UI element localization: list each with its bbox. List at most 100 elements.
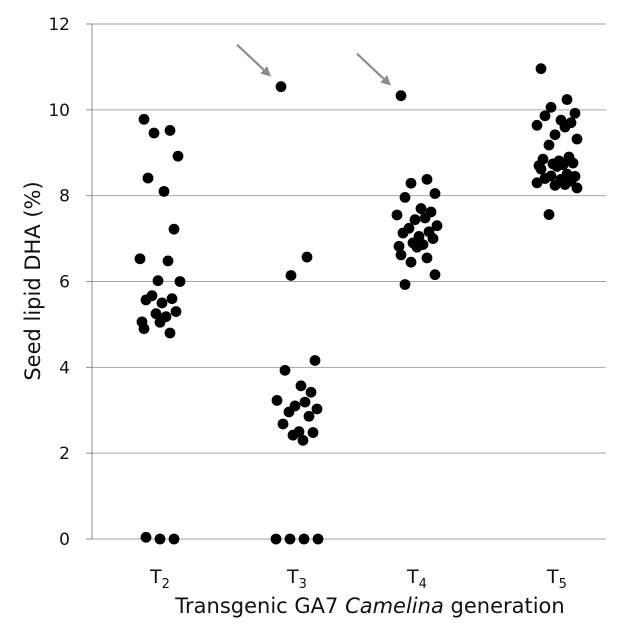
data-point [409, 214, 421, 226]
data-point [287, 429, 299, 441]
data-point [312, 533, 324, 545]
data-point [298, 533, 310, 545]
data-point [271, 394, 283, 406]
x-category-labels: T2 T3 T4 T5 [149, 566, 567, 592]
data-point [166, 293, 178, 305]
data-point [399, 191, 411, 203]
data-point [142, 172, 154, 184]
data-point [421, 173, 433, 185]
data-point [391, 209, 403, 221]
data-point [279, 364, 291, 376]
data-point [411, 241, 423, 253]
data-point [421, 252, 433, 264]
data-point [551, 161, 563, 172]
x-category-label: T2 [149, 566, 170, 592]
data-point [571, 133, 583, 145]
data-point [559, 179, 571, 190]
y-axis-title: Seed lipid DHA (%) [21, 181, 45, 380]
data-point [305, 386, 317, 398]
data-point [309, 355, 321, 366]
x-category-label: T5 [546, 566, 567, 592]
data-point [543, 139, 555, 151]
arrow-shaft [356, 52, 385, 80]
data-point [539, 110, 551, 122]
data-point [168, 533, 180, 545]
y-tick-label: 12 [48, 15, 70, 35]
arrow-head [260, 66, 271, 77]
data-point [138, 323, 150, 335]
data-point [535, 163, 547, 175]
x-axis-title-part-1: Transgenic GA7 [174, 594, 345, 618]
data-point [277, 418, 289, 430]
data-point [397, 227, 409, 239]
x-axis-title-part-2: generation [444, 594, 565, 618]
data-point [395, 249, 407, 261]
y-tick-label: 6 [59, 273, 70, 293]
data-point [158, 185, 170, 197]
data-point [170, 306, 182, 317]
data-point [303, 410, 315, 422]
data-point [140, 531, 152, 543]
data-point [297, 434, 309, 446]
x-category-subscript: 3 [299, 577, 307, 592]
x-category-main: T [406, 566, 419, 588]
data-point [419, 212, 431, 224]
x-category-subscript: 4 [419, 577, 427, 592]
data-point [549, 179, 561, 191]
data-point [275, 81, 287, 93]
data-point [535, 63, 547, 75]
arrow-head [380, 75, 391, 86]
data-point [559, 121, 571, 133]
data-point [571, 182, 583, 194]
x-axis-title-species: Camelina [345, 594, 444, 618]
data-point [148, 127, 160, 139]
data-point [393, 240, 405, 252]
x-category-main: T [149, 566, 162, 588]
data-point [138, 113, 150, 125]
y-tick-label: 8 [59, 187, 70, 207]
data-point [284, 533, 296, 545]
data-point [561, 94, 573, 105]
data-point [427, 233, 439, 244]
data-point [531, 177, 543, 189]
data-point [154, 316, 166, 328]
data-point [152, 275, 164, 287]
data-point [395, 90, 407, 102]
grid [86, 23, 606, 540]
data-point [569, 107, 581, 119]
data-point [549, 129, 561, 141]
data-point [567, 157, 579, 169]
y-tick-label: 4 [59, 358, 70, 378]
data-point [174, 276, 186, 287]
x-axis-title: Transgenic GA7 Camelina generation [174, 594, 564, 618]
data-point [164, 125, 176, 136]
annotation-arrows [236, 43, 391, 86]
data-point [431, 220, 443, 232]
data-point [285, 270, 297, 281]
data-point [299, 396, 311, 408]
annotation-arrow [236, 43, 271, 77]
x-category-main: T [546, 566, 559, 588]
data-point [140, 294, 152, 306]
data-point [399, 279, 411, 290]
data-point [415, 203, 427, 214]
data-point [154, 533, 166, 545]
data-point [405, 177, 417, 189]
data-point [531, 119, 543, 131]
y-tick-label: 10 [48, 101, 70, 121]
data-point [164, 327, 176, 339]
y-tick-labels: 0 2 4 6 8 10 12 [48, 15, 70, 550]
data-point [405, 256, 417, 268]
data-point [311, 403, 323, 415]
data-point [168, 223, 180, 235]
annotation-arrow [356, 52, 391, 86]
arrow-shaft [236, 43, 265, 71]
x-category-label: T3 [286, 566, 307, 592]
data-point [307, 427, 319, 438]
data-point [429, 269, 441, 281]
x-category-subscript: 2 [162, 577, 170, 592]
data-point [134, 253, 146, 265]
data-point [545, 101, 557, 113]
y-tick-label: 2 [59, 444, 70, 464]
x-category-subscript: 5 [559, 577, 567, 592]
